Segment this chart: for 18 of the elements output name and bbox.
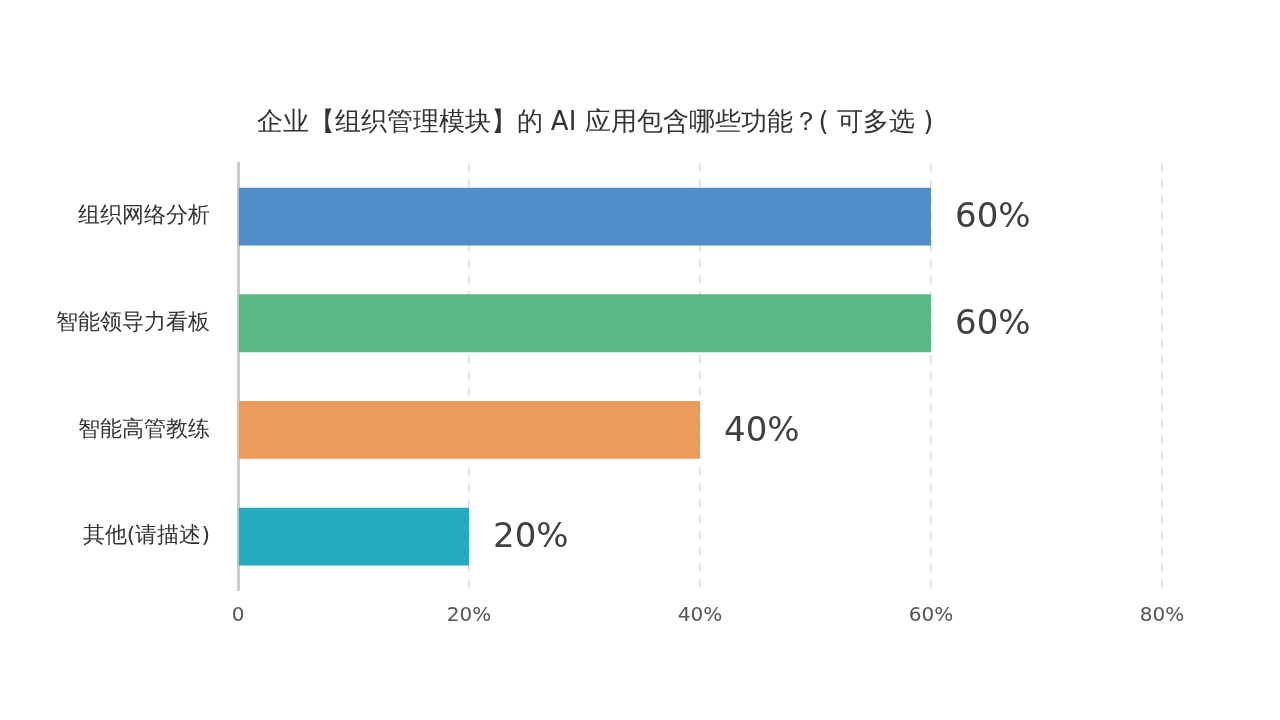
x-tick-label: 0 bbox=[231, 602, 245, 627]
bar bbox=[238, 507, 469, 566]
data-label: 40% bbox=[724, 408, 800, 449]
x-tick-label: 20% bbox=[446, 602, 492, 627]
y-tick-label: 其他(请描述) bbox=[82, 522, 210, 548]
chart-title: 企业【组织管理模块】的 AI 应用包含哪些功能？( 可多选 ) bbox=[256, 106, 934, 137]
y-tick-label: 智能领导力看板 bbox=[56, 308, 210, 334]
data-label: 20% bbox=[493, 515, 569, 556]
bar bbox=[238, 187, 931, 246]
bar bbox=[238, 294, 931, 353]
x-tick-label: 60% bbox=[908, 602, 954, 627]
data-label: 60% bbox=[955, 302, 1031, 343]
x-tick-label: 40% bbox=[677, 602, 723, 627]
y-tick-label: 智能高管教练 bbox=[78, 415, 210, 441]
bar bbox=[238, 401, 700, 459]
x-tick-label: 80% bbox=[1139, 602, 1185, 627]
y-tick-label: 组织网络分析 bbox=[78, 202, 210, 228]
data-label: 60% bbox=[955, 195, 1031, 236]
